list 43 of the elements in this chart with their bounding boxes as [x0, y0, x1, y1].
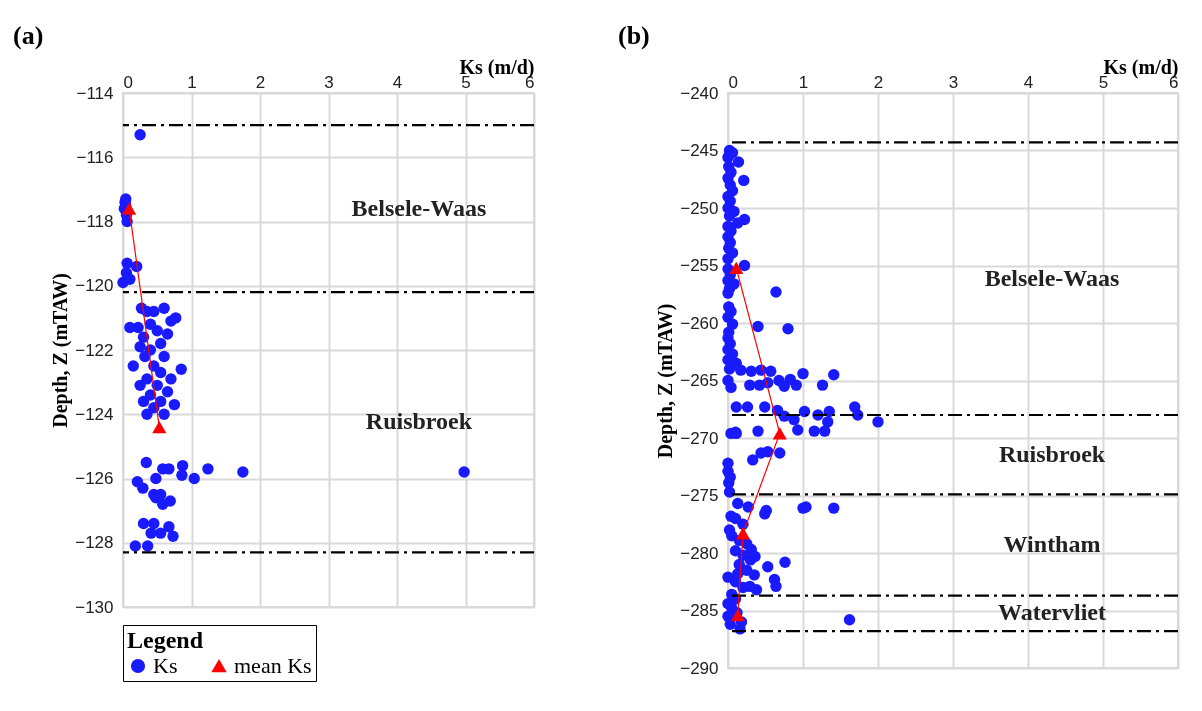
x-tick-label: 4: [1023, 72, 1034, 92]
y-tick-label: −290: [680, 658, 719, 678]
annotation: Belsele-Waas: [351, 194, 487, 221]
x-tick-label: 0: [123, 72, 133, 92]
y-tick-label: −285: [680, 601, 719, 620]
legend-label: Ks: [153, 653, 178, 678]
y-tick-label: −122: [75, 340, 114, 360]
annotation: Watervliet: [998, 599, 1106, 626]
legend-title: Legend: [127, 627, 204, 653]
y-tick-label: −255: [680, 256, 719, 275]
x-tick-label: 3: [948, 72, 959, 92]
y-tick-label: −128: [75, 533, 114, 553]
y-tick-label: −250: [680, 198, 719, 218]
y-tick-label: −270: [680, 428, 719, 448]
y-tick-label: −245: [680, 141, 719, 160]
y-tick-label: −280: [680, 543, 719, 563]
chart-title: (b): [618, 21, 650, 50]
x-tick-label: 0: [728, 72, 738, 92]
y-tick-label: −126: [75, 469, 114, 488]
legend-label: mean Ks: [234, 653, 312, 678]
annotation: Ruisbroek: [365, 408, 473, 435]
y-tick-label: −114: [76, 83, 114, 103]
annotation: Belsele-Waas: [984, 264, 1120, 291]
y-tick-label: −275: [680, 486, 719, 505]
x-tick-label: 1: [798, 72, 809, 92]
y-tick-label: −118: [76, 212, 114, 231]
y-tick-label: −124: [75, 404, 114, 424]
y-tick-label: −130: [75, 597, 114, 617]
x-tick-label: 3: [324, 72, 334, 92]
y-tick-label: −120: [75, 276, 114, 296]
annotation: Wintham: [1003, 530, 1101, 557]
annotation: Ruisbroek: [998, 440, 1106, 467]
x-tick-label: 2: [255, 72, 266, 92]
chart-title: (a): [13, 21, 44, 50]
y-axis-title: Depth, Z (mTAW): [49, 273, 73, 428]
x-tick-label: 1: [187, 72, 197, 92]
y-tick-label: −265: [680, 371, 719, 390]
x-tick-label: 2: [873, 72, 884, 92]
x-tick-label: 4: [392, 72, 403, 92]
y-tick-label: −260: [680, 313, 719, 333]
y-tick-label: −116: [76, 147, 114, 167]
y-tick-label: −240: [680, 83, 719, 103]
y-axis-title: Depth, Z (mTAW): [654, 303, 678, 459]
